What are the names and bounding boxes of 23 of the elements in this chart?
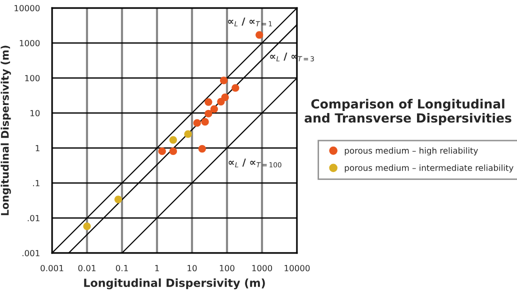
x-tick-label: 100 (220, 264, 234, 272)
y-tick-label: 100 (25, 74, 40, 82)
y-axis-title: Longitudinal Dispersivity (m) (0, 46, 11, 216)
y-tick-label: 10000 (14, 4, 40, 12)
y-tick-label: 1000 (20, 40, 40, 46)
x-tick-label: 0.001 (40, 264, 64, 272)
y-tick-label: .1 (33, 180, 40, 186)
y-tick-label: 1 (36, 145, 40, 152)
text: Comparison of Longitudinal and Transverse Dispersivities (304, 98, 512, 126)
x-axis-title: Longitudinal Dispersivity (m) (84, 278, 265, 290)
annotation: ∝$_{L}$ / ∝$_{T=1}$ (228, 18, 272, 26)
y-tick-label: .001 (22, 250, 40, 256)
x-tick-label: 0.01 (78, 264, 96, 272)
y-tick-label: 10 (30, 110, 40, 116)
x-tick-label: 1 (155, 265, 159, 272)
x-tick-label: 1000 (252, 264, 272, 272)
legend-label: porous medium – intermediate reliability (344, 164, 514, 173)
y-tick-label: .01 (28, 214, 40, 222)
x-tick-label: 10 (188, 264, 197, 272)
annotation: ∝$_{L}$ / ∝$_{T=100}$ (228, 158, 282, 168)
x-tick-label: 10000 (284, 264, 310, 272)
x-tick-label: 0.1 (116, 264, 128, 272)
legend-label: porous medium – high reliability (344, 147, 478, 156)
